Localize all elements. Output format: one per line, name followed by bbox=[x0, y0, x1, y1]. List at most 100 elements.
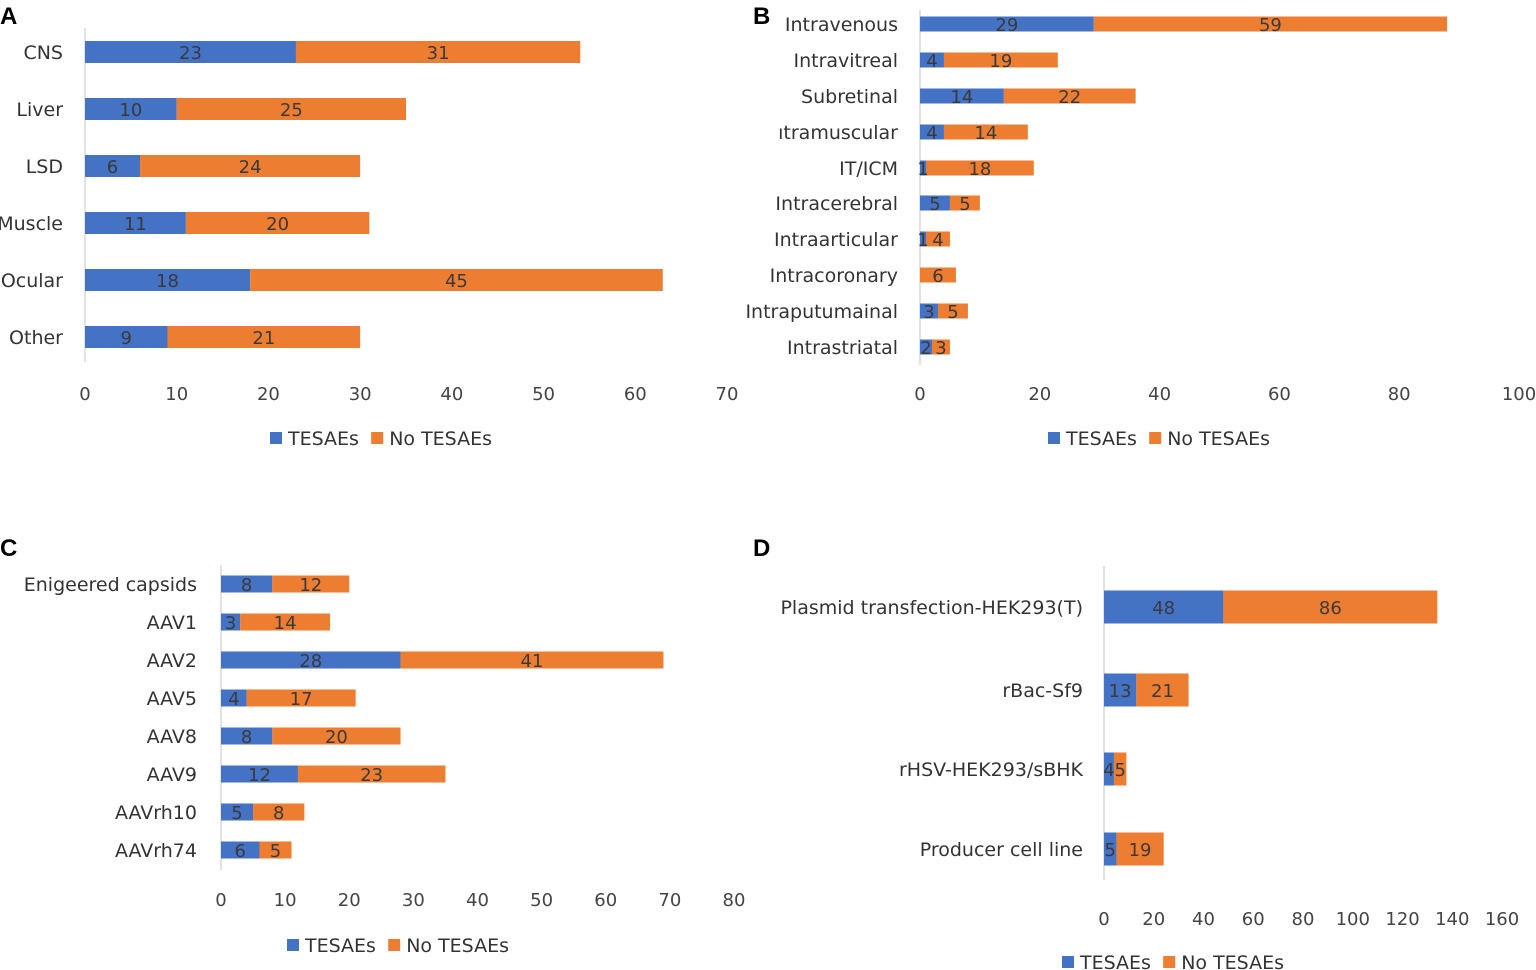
data-label-no-tesaes: 41 bbox=[521, 651, 544, 672]
category-label: Intraputumainal bbox=[745, 301, 898, 323]
panel-label: D bbox=[753, 535, 770, 562]
bar-no-tesaes bbox=[943, 124, 1028, 140]
chart-panel-a: A 0 10 20 30 40 50 60 70 CNS 23 31 Liver 10 25 LSD 6 24 Mu… bbox=[0, 3, 738, 450]
bar-no-tesaes bbox=[925, 231, 950, 247]
category-label: Liver bbox=[16, 99, 63, 121]
bar-tesaes bbox=[221, 803, 254, 821]
data-label-no-tesaes: 19 bbox=[989, 51, 1012, 72]
data-label-tesaes: 23 bbox=[179, 43, 202, 64]
x-tick-label: 40 bbox=[466, 890, 489, 911]
bar-tesaes bbox=[920, 339, 932, 355]
bar-no-tesaes bbox=[246, 689, 356, 707]
legend-swatch bbox=[388, 939, 401, 951]
category-label: Intracoronary bbox=[770, 265, 898, 287]
bar-tesaes bbox=[920, 52, 944, 68]
x-tick-label: 10 bbox=[165, 384, 188, 405]
bar-tesaes bbox=[221, 841, 260, 859]
data-label-no-tesaes: 5 bbox=[947, 302, 958, 323]
legend: TESAEs No TESAEs bbox=[270, 428, 492, 450]
category-label: Plasmid transfection-HEK293(T) bbox=[780, 597, 1083, 619]
bar-tesaes bbox=[85, 41, 296, 63]
legend-label: No TESAEs bbox=[1167, 428, 1270, 450]
bar-tesaes bbox=[920, 303, 938, 319]
data-label-tesaes: 4 bbox=[228, 689, 239, 710]
x-tick-label: 50 bbox=[532, 384, 555, 405]
category-label: Subretinal bbox=[801, 86, 898, 108]
x-tick-label: 60 bbox=[1242, 909, 1265, 930]
legend: TESAEs No TESAEs bbox=[1048, 428, 1270, 450]
legend-swatch bbox=[287, 939, 299, 951]
x-tick-label: 140 bbox=[1435, 909, 1469, 930]
x-tick-label: 10 bbox=[274, 890, 297, 911]
x-tick-label: 100 bbox=[1336, 909, 1370, 930]
x-tick-label: 20 bbox=[338, 890, 361, 911]
legend-swatch bbox=[1062, 956, 1074, 968]
category-label: Intraarticular bbox=[774, 229, 898, 251]
data-label-no-tesaes: 45 bbox=[445, 271, 468, 292]
bar-no-tesaes bbox=[250, 269, 663, 291]
bar-no-tesaes bbox=[1223, 590, 1438, 624]
data-label-tesaes: 9 bbox=[121, 328, 132, 349]
x-tick-label: 70 bbox=[658, 890, 681, 911]
bar-no-tesaes bbox=[949, 195, 980, 211]
category-label: AAV8 bbox=[147, 726, 197, 748]
bar-tesaes bbox=[1104, 832, 1117, 866]
category-label: AAVrh10 bbox=[115, 802, 197, 824]
data-label-tesaes: 6 bbox=[235, 841, 246, 862]
x-tick-label: 40 bbox=[1148, 384, 1171, 405]
data-label-no-tesaes: 5 bbox=[959, 194, 970, 215]
panel-label: A bbox=[0, 3, 17, 30]
data-label-tesaes: 3 bbox=[225, 613, 236, 634]
category-label: Producer cell line bbox=[920, 839, 1083, 861]
category-label: AAV2 bbox=[147, 650, 197, 672]
bar-tesaes bbox=[920, 231, 926, 247]
legend-label: TESAEs bbox=[287, 428, 359, 450]
bar-no-tesaes bbox=[297, 765, 446, 783]
data-label-no-tesaes: 5 bbox=[1114, 760, 1125, 781]
legend: TESAEs No TESAEs bbox=[1062, 952, 1284, 970]
bar-tesaes bbox=[221, 765, 298, 783]
bar-tesaes bbox=[920, 195, 950, 211]
category-label: rBac-Sf9 bbox=[1002, 680, 1083, 702]
legend-swatch bbox=[1048, 432, 1060, 444]
data-label-tesaes: 5 bbox=[929, 194, 940, 215]
data-label-no-tesaes: 18 bbox=[968, 159, 991, 180]
bar-no-tesaes bbox=[185, 212, 370, 234]
bar-tesaes bbox=[1104, 673, 1137, 707]
data-label-no-tesaes: 21 bbox=[252, 328, 275, 349]
legend-label: No TESAEs bbox=[406, 935, 509, 957]
category-label: Intravenous bbox=[785, 14, 898, 36]
data-label-tesaes: 28 bbox=[299, 651, 322, 672]
x-tick-label: 100 bbox=[1502, 384, 1536, 405]
bar-no-tesaes bbox=[925, 160, 1034, 176]
x-tick-label: 0 bbox=[914, 384, 925, 405]
data-label-no-tesaes: 21 bbox=[1151, 681, 1174, 702]
data-label-no-tesaes: 17 bbox=[290, 689, 313, 710]
data-label-tesaes: 8 bbox=[241, 727, 252, 748]
x-tick-label: 80 bbox=[1292, 909, 1315, 930]
panel-label: C bbox=[0, 535, 17, 562]
data-label-tesaes: 3 bbox=[923, 302, 934, 323]
data-label-tesaes: 1 bbox=[917, 159, 928, 180]
data-label-no-tesaes: 6 bbox=[932, 266, 943, 287]
bar-no-tesaes bbox=[1093, 16, 1448, 32]
bar-no-tesaes bbox=[295, 41, 581, 63]
panel-label: B bbox=[753, 3, 770, 30]
x-tick-label: 120 bbox=[1385, 909, 1419, 930]
legend: TESAEs No TESAEs bbox=[287, 935, 509, 957]
data-label-tesaes: 29 bbox=[995, 15, 1018, 36]
data-label-no-tesaes: 3 bbox=[935, 338, 946, 359]
bar-tesaes bbox=[85, 326, 168, 348]
bar-no-tesaes bbox=[943, 52, 1058, 68]
data-label-no-tesaes: 8 bbox=[273, 803, 284, 824]
x-tick-label: 70 bbox=[716, 384, 739, 405]
x-tick-label: 30 bbox=[349, 384, 372, 405]
data-label-no-tesaes: 12 bbox=[299, 575, 322, 596]
x-tick-label: 60 bbox=[1268, 384, 1291, 405]
x-tick-label: 20 bbox=[1028, 384, 1051, 405]
x-tick-label: 20 bbox=[1142, 909, 1165, 930]
x-tick-label: 20 bbox=[257, 384, 280, 405]
x-tick-label: 160 bbox=[1485, 909, 1519, 930]
x-tick-label: 60 bbox=[624, 384, 647, 405]
